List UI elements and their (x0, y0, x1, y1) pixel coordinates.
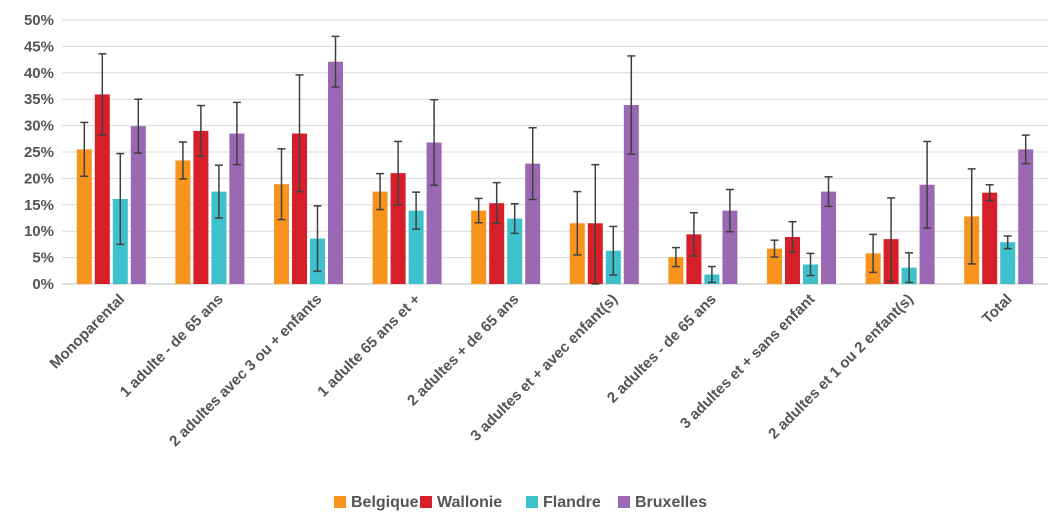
legend-swatch-wallonie (420, 496, 432, 508)
legend-swatch-flandre (526, 496, 538, 508)
bar-belgique (175, 160, 191, 284)
x-category-label: 2 adultes + de 65 ans (404, 291, 522, 409)
bars (76, 61, 1034, 285)
bar-bruxelles (821, 191, 836, 284)
bar-flandre (211, 191, 227, 284)
y-tick-label: 50% (24, 12, 54, 29)
bar-wallonie (292, 133, 307, 284)
bar-wallonie (193, 130, 209, 284)
bar-bruxelles (229, 133, 245, 284)
bar-bruxelles (525, 163, 541, 284)
y-tick-label: 5% (32, 250, 54, 267)
x-category-label: 1 adulte 65 ans et + (314, 291, 424, 401)
bar-flandre (1000, 242, 1016, 284)
x-category-label: Total (979, 291, 1016, 328)
y-tick-label: 15% (24, 197, 54, 214)
bar-bruxelles (130, 126, 146, 285)
bar-wallonie (982, 192, 998, 284)
y-tick-label: 20% (24, 170, 54, 187)
legend-label: Belgique (351, 494, 419, 511)
legend-label: Bruxelles (635, 494, 707, 511)
bar-wallonie (390, 173, 406, 284)
y-tick-label: 45% (24, 38, 54, 55)
bar-belgique (668, 257, 684, 284)
x-category-label: Monoparental (47, 291, 129, 373)
bar-wallonie (785, 237, 800, 284)
bar-wallonie (686, 234, 702, 284)
x-category-label: 1 adulte - de 65 ans (117, 291, 227, 401)
bar-bruxelles (623, 105, 639, 285)
y-tick-label: 25% (24, 144, 54, 161)
y-tick-label: 40% (24, 65, 54, 82)
bar-bruxelles (919, 184, 935, 284)
error-bars (80, 35, 1030, 285)
bar-belgique (372, 191, 388, 284)
gridlines (62, 19, 1048, 285)
legend-swatch-bruxelles (618, 496, 630, 508)
legend-label: Flandre (543, 494, 601, 511)
legend-label: Wallonie (437, 494, 502, 511)
bar-bruxelles (426, 142, 442, 284)
x-category-label: 2 adultes - de 65 ans (604, 291, 720, 407)
bar-belgique (76, 149, 92, 284)
y-tick-label: 35% (24, 91, 54, 108)
y-tick-label: 30% (24, 118, 54, 135)
bar-wallonie (94, 94, 110, 284)
legend-swatch-belgique (334, 496, 346, 508)
y-tick-label: 10% (24, 223, 54, 240)
bar-belgique (274, 184, 289, 284)
bar-belgique (471, 210, 487, 284)
legend: Belgique Wallonie Flandre Bruxelles (334, 494, 707, 511)
bar-bruxelles (722, 210, 738, 284)
bar-flandre (507, 218, 523, 284)
y-tick-label: 0% (32, 276, 54, 293)
bar-bruxelles (1018, 149, 1034, 284)
bar-bruxelles (328, 61, 343, 284)
